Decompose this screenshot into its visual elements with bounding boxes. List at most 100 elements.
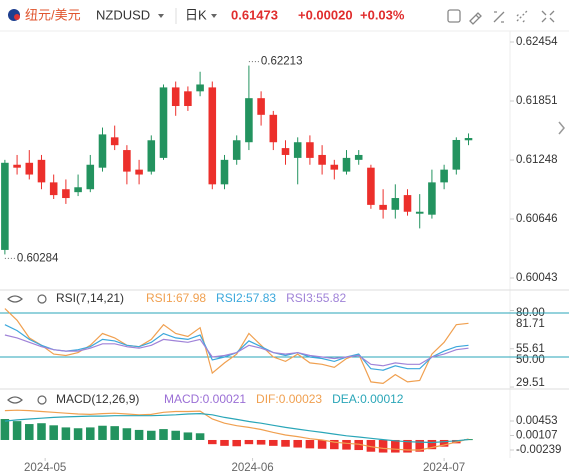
macd-bar: [37, 423, 46, 440]
macd-bar: [61, 427, 71, 440]
symbol[interactable]: NZDUSD: [96, 7, 150, 22]
macd-bar: [25, 424, 34, 440]
macd-bar: [147, 430, 156, 440]
expand-arrow[interactable]: [558, 121, 565, 135]
candle-body: [415, 211, 424, 214]
candle-body: [220, 159, 229, 185]
macd-bar: [391, 439, 400, 453]
macd-bar: [317, 439, 327, 449]
pair-name: 纽元/美元: [25, 7, 81, 22]
macd-bar: [232, 439, 241, 447]
candle-body: [98, 134, 107, 168]
macd-bar: [293, 439, 302, 448]
macd-bar: [378, 439, 388, 453]
settings-icon[interactable]: [37, 294, 47, 304]
extreme-label: 0.62213: [261, 56, 303, 68]
candle-body: [196, 84, 204, 92]
price-change-pct: +0.03%: [360, 7, 405, 22]
candle-body: [318, 154, 326, 165]
macd-bar: [269, 439, 278, 446]
tool-icon[interactable]: [493, 11, 505, 23]
candle-body: [367, 167, 375, 205]
macd-bar: [134, 429, 144, 440]
toolbar: [447, 9, 555, 25]
settings-icon[interactable]: [37, 395, 47, 405]
legend-entry: DIF:0.00023: [256, 392, 322, 406]
candle-body: [74, 187, 82, 193]
x-tick-label: 2024-05: [24, 462, 66, 474]
macd-bar: [415, 439, 424, 452]
panel-title: RSI(7,14,21): [56, 291, 124, 305]
candle-body: [440, 169, 448, 183]
tool-icon[interactable]: [541, 10, 555, 23]
macd-bar: [98, 425, 107, 440]
macd-bar: [86, 427, 95, 440]
series-line: [4, 412, 469, 444]
candle-body: [49, 182, 58, 196]
candle-body: [269, 114, 278, 143]
candle-body: [232, 140, 241, 160]
legend-entry: DEA:0.00012: [332, 392, 404, 406]
y-tick-label: 0.61851: [516, 95, 558, 107]
candle-body: [159, 87, 168, 158]
candle-body: [464, 138, 473, 141]
tool-icon[interactable]: [469, 12, 482, 25]
extreme-label: 0.60284: [17, 252, 59, 264]
macd-bar: [439, 439, 449, 447]
macd-bar: [366, 439, 376, 452]
candle-body: [135, 169, 143, 175]
macd-bar: [256, 439, 266, 445]
macd-bar: [281, 439, 290, 447]
macd-bar: [220, 439, 229, 446]
candle-body: [184, 91, 192, 107]
candle-body: [13, 164, 21, 168]
panel-icons: [7, 294, 47, 405]
flag-icon: [14, 14, 20, 20]
candle-body: [354, 154, 363, 160]
macd-bar: [195, 433, 205, 440]
candle-body: [342, 157, 351, 172]
candle-body: [62, 189, 70, 199]
candle-body: [245, 98, 253, 143]
y-tick-label: 81.71: [516, 318, 545, 330]
legend-entry: RSI2:57.83: [216, 291, 276, 305]
macd-bar: [49, 425, 58, 440]
candle-body: [330, 164, 339, 170]
macd-bar: [110, 426, 119, 440]
dropdown-arrow[interactable]: [158, 14, 164, 18]
macd-bar: [0, 419, 10, 440]
panel-title: MACD(12,26,9): [56, 392, 139, 406]
candle-body: [452, 139, 461, 170]
macd-bar: [183, 432, 193, 440]
legend-entry: RSI3:55.82: [286, 291, 346, 305]
candle-body: [208, 87, 217, 185]
candle-body: [391, 198, 400, 210]
eye-icon[interactable]: [7, 396, 23, 404]
y-tick-label: -0.00239: [516, 444, 561, 456]
x-tick-label: 2024-06: [231, 462, 273, 474]
macd-bar: [354, 439, 363, 451]
y-tick-label: 0.00107: [516, 430, 558, 442]
y-tick-label: 0.61248: [516, 154, 558, 166]
candle-body: [147, 140, 156, 172]
candle-body: [403, 195, 412, 212]
legend-entry: RSI1:67.98: [146, 291, 206, 305]
candle-body: [379, 204, 387, 210]
candle-body: [86, 164, 95, 190]
macd-bar: [12, 421, 22, 440]
candle-body: [257, 98, 265, 115]
tool-icon[interactable]: [516, 10, 528, 23]
candle-body: [1, 162, 9, 250]
macd-bar: [403, 439, 412, 453]
candle-body: [306, 142, 314, 158]
macd-bar: [342, 439, 351, 450]
period[interactable]: 日K: [185, 7, 207, 22]
macd-bar: [305, 439, 315, 449]
tool-icon[interactable]: [447, 9, 461, 23]
dropdown-arrow[interactable]: [211, 14, 217, 18]
macd-bar: [171, 430, 180, 440]
macd-bar: [427, 439, 437, 450]
series-line: [4, 409, 469, 451]
eye-icon[interactable]: [7, 295, 23, 303]
